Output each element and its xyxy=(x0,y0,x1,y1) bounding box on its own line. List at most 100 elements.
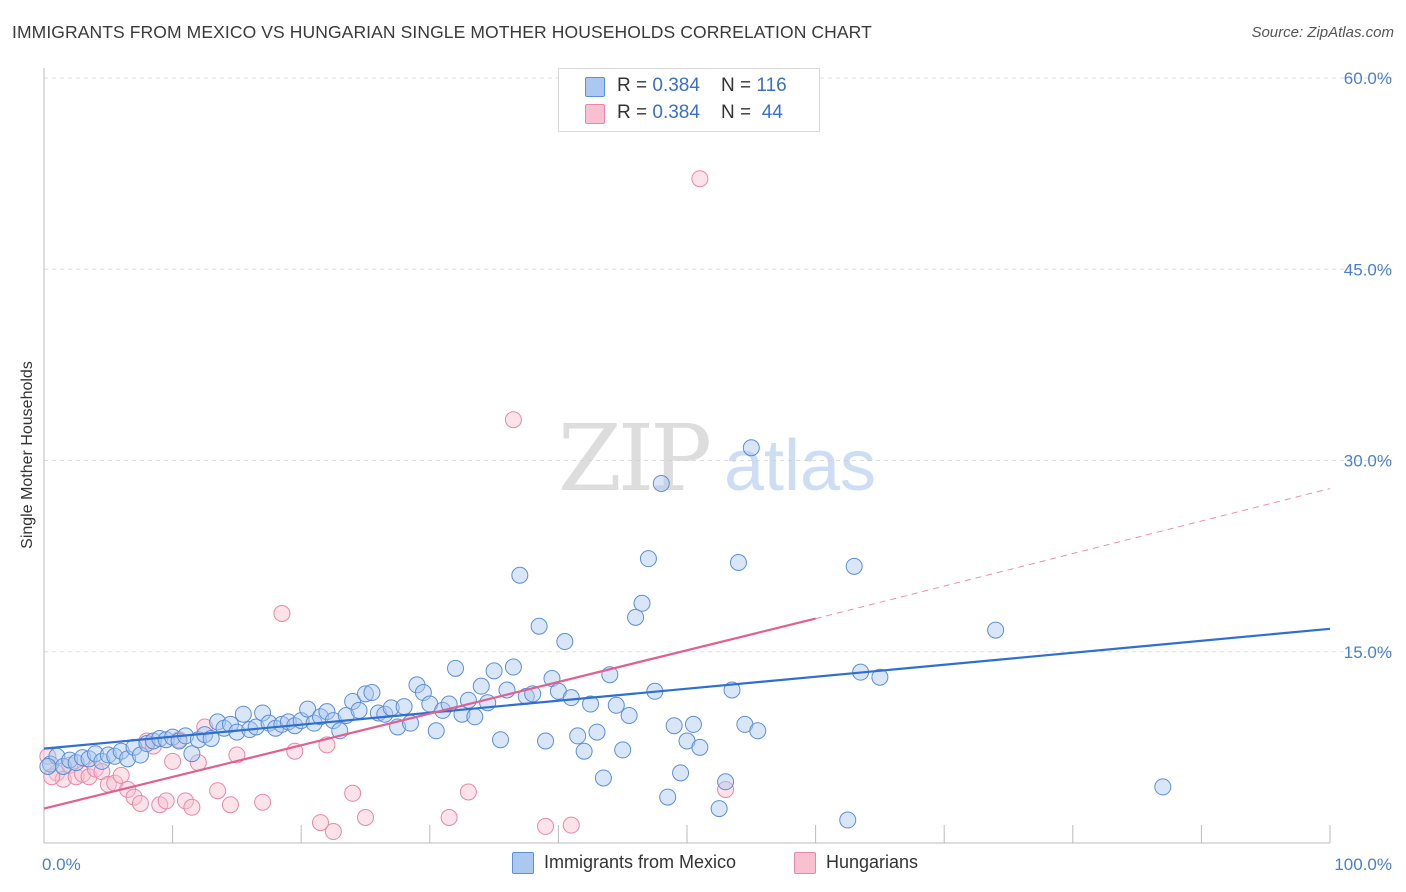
series-hungarians xyxy=(39,170,735,841)
data-point-mexico xyxy=(742,439,760,457)
legend-r-value: 0.384 xyxy=(652,102,700,123)
data-point-hungarians xyxy=(164,752,182,770)
watermark-zip: ZIP xyxy=(558,405,709,512)
data-point-hungarians xyxy=(125,788,143,806)
data-point-mexico xyxy=(427,722,445,740)
data-point-mexico xyxy=(254,704,272,722)
data-point-mexico xyxy=(845,557,863,575)
trend-lines xyxy=(43,488,1331,810)
data-point-mexico xyxy=(620,707,638,724)
data-point-hungarians xyxy=(254,793,272,811)
legend-r-label: R = xyxy=(617,75,653,96)
legend-r-value: 0.384 xyxy=(652,75,700,96)
data-point-mexico xyxy=(562,689,580,707)
data-point-hungarians xyxy=(131,794,149,812)
data-point-mexico xyxy=(54,758,72,775)
data-point-mexico xyxy=(485,662,503,680)
data-point-mexico xyxy=(234,705,252,723)
source-label: Source: ZipAtlas.com xyxy=(1251,24,1394,41)
data-point-hungarians xyxy=(357,809,374,826)
data-point-mexico xyxy=(665,717,683,735)
bottom-legend-label-hungarians: Hungarians xyxy=(826,852,919,872)
data-point-mexico xyxy=(582,695,600,713)
legend: R = 0.384 N = 116 R = 0.384 N = 44 xyxy=(558,68,820,132)
data-point-hungarians xyxy=(537,817,555,835)
data-point-mexico xyxy=(1154,778,1172,796)
data-point-mexico xyxy=(537,732,555,750)
data-point-mexico xyxy=(729,554,747,571)
data-point-mexico xyxy=(466,708,484,726)
data-point-hungarians xyxy=(157,792,175,810)
data-point-mexico xyxy=(472,677,490,695)
data-point-hungarians xyxy=(209,782,227,800)
data-point-mexico xyxy=(684,715,702,733)
data-point-mexico xyxy=(710,800,728,818)
tick-labels: 15.0% 30.0% 45.0% 60.0% 0.0% 100.0% xyxy=(42,69,1392,874)
data-point-mexico xyxy=(395,698,413,716)
bottom-legend-label-mexico: Immigrants from Mexico xyxy=(544,852,737,872)
bottom-legend-swatch-hungarians xyxy=(794,852,816,874)
data-point-hungarians xyxy=(176,792,194,810)
data-point-mexico xyxy=(987,621,1005,639)
data-point-mexico xyxy=(633,594,651,612)
y-tick-label: 60.0% xyxy=(1344,69,1392,88)
data-point-mexico xyxy=(569,727,587,745)
chart-title: IMMIGRANTS FROM MEXICO VS HUNGARIAN SING… xyxy=(12,22,872,42)
data-point-mexico xyxy=(363,684,381,702)
data-point-hungarians xyxy=(440,809,458,826)
data-point-mexico xyxy=(344,692,362,710)
data-point-mexico xyxy=(492,731,510,749)
data-point-mexico xyxy=(749,722,767,740)
data-point-mexico xyxy=(871,668,889,686)
x-tick-label: 0.0% xyxy=(42,855,81,874)
legend-n-value: 44 xyxy=(756,102,783,123)
data-point-mexico xyxy=(530,617,548,635)
data-point-hungarians xyxy=(183,798,201,816)
data-point-hungarians xyxy=(324,823,342,841)
data-point-mexico xyxy=(614,741,632,759)
data-point-mexico xyxy=(247,718,265,736)
trend-line-hungarians xyxy=(43,617,816,810)
watermark-atlas: atlas xyxy=(724,426,876,506)
data-point-mexico xyxy=(357,685,374,703)
bottom-legend-swatch-mexico xyxy=(512,852,534,874)
trend-extension-hungarians xyxy=(815,488,1331,620)
data-point-mexico xyxy=(350,701,368,719)
data-point-mexico xyxy=(299,700,317,718)
data-point-mexico xyxy=(717,773,735,791)
legend-swatch-mexico xyxy=(585,77,605,97)
series-immigrants-from-mexico xyxy=(39,439,1172,829)
data-point-hungarians xyxy=(562,816,580,834)
data-point-mexico xyxy=(659,788,677,806)
data-point-mexico xyxy=(183,745,201,763)
data-point-mexico xyxy=(93,752,111,770)
data-point-mexico xyxy=(318,703,336,721)
data-point-mexico xyxy=(39,758,57,775)
data-point-mexico xyxy=(504,658,522,676)
data-point-hungarians xyxy=(221,796,239,814)
data-point-mexico xyxy=(447,659,465,677)
legend-swatch-hungarian xyxy=(585,104,605,124)
trend-line-mexico xyxy=(43,627,1331,750)
legend-r-label: R = xyxy=(617,102,653,123)
y-tick-label: 30.0% xyxy=(1344,452,1392,471)
data-point-mexico xyxy=(556,633,574,651)
data-point-mexico xyxy=(594,769,612,787)
data-point-hungarians xyxy=(112,766,130,784)
data-point-hungarians xyxy=(504,411,522,429)
data-point-hungarians xyxy=(273,605,291,622)
y-tick-label: 15.0% xyxy=(1344,643,1392,662)
y-tick-label: 45.0% xyxy=(1344,260,1392,279)
legend-n-label: N = xyxy=(721,75,757,96)
data-point-hungarians xyxy=(459,783,477,801)
data-point-mexico xyxy=(511,566,529,584)
data-point-mexico xyxy=(652,474,670,492)
x-tick-label: 100.0% xyxy=(1334,855,1392,874)
data-point-mexico xyxy=(839,811,857,829)
data-point-hungarians xyxy=(311,814,329,832)
data-point-mexico xyxy=(607,696,625,714)
data-point-mexico xyxy=(575,742,593,760)
grid-lines xyxy=(44,77,1392,653)
data-point-mexico xyxy=(672,764,690,782)
data-point-hungarians xyxy=(344,784,362,802)
